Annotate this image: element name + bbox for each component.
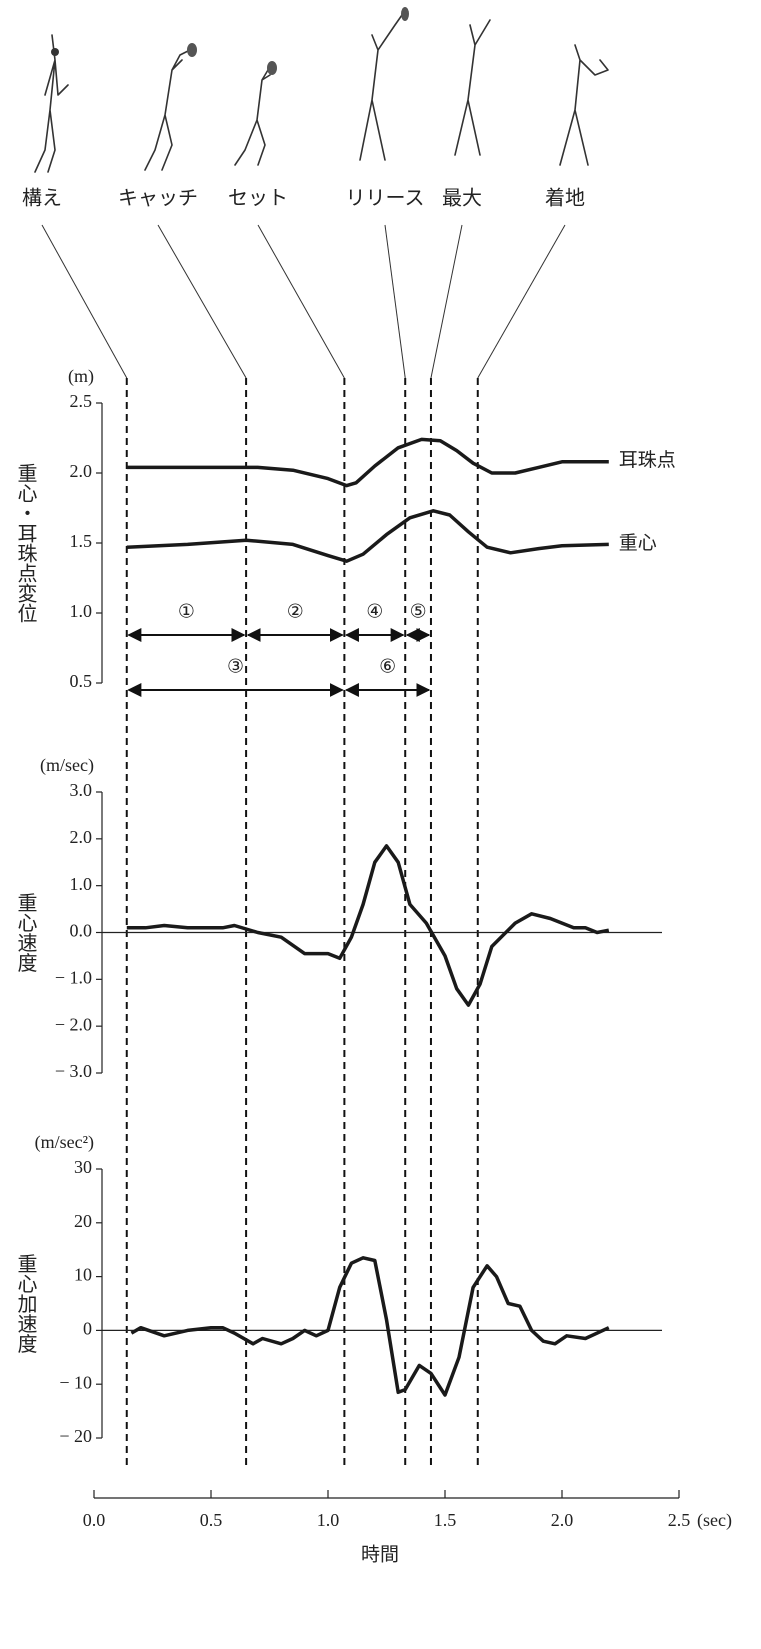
figure-head <box>51 48 59 56</box>
phase-connector <box>157 224 247 379</box>
y-tick-label: 1.5 <box>70 531 93 551</box>
y-tick-label: 10 <box>74 1265 92 1285</box>
y-unit: (m/sec²) <box>35 1132 94 1153</box>
phase-label: セット <box>228 188 288 210</box>
stick-figures <box>34 7 609 173</box>
phase-label: 最大 <box>442 187 482 210</box>
x-tick-label: 1.0 <box>317 1510 340 1530</box>
y-axis-title: 重心・耳珠点変位 <box>14 463 37 623</box>
y-tick-label: 20 <box>74 1211 92 1231</box>
phase-label: キャッチ <box>118 188 198 210</box>
y-tick-label: 1.0 <box>70 874 93 894</box>
y-tick-label: 0.0 <box>70 921 93 941</box>
x-tick-label: 2.5 <box>668 1510 691 1530</box>
data-line <box>126 509 609 563</box>
y-tick-label: 30 <box>74 1157 92 1177</box>
y-tick-label: 0.5 <box>70 671 93 691</box>
phase-connector <box>41 224 128 379</box>
y-unit: (m/sec) <box>40 755 94 776</box>
phase-label: 構え <box>22 187 62 210</box>
y-tick-label: 2.5 <box>70 391 93 411</box>
phase-connector <box>384 224 406 379</box>
interval-label: ① <box>178 601 195 622</box>
y-tick-label: 2.0 <box>70 827 93 847</box>
y-tick-label: − 10 <box>59 1372 92 1392</box>
phase-connector <box>257 224 345 379</box>
y-tick-label: 2.0 <box>70 461 93 481</box>
x-axis-title: 時間 <box>361 1543 399 1565</box>
phase-connector <box>477 224 566 379</box>
interval-label: ⑤ <box>410 601 427 622</box>
x-tick-label: 1.5 <box>434 1510 457 1530</box>
x-tick-label: 2.0 <box>551 1510 574 1530</box>
interval-label: ② <box>287 601 304 622</box>
y-axis-title: 重心速度 <box>14 892 37 972</box>
y-tick-label: 1.0 <box>70 601 93 621</box>
interval-label: ③ <box>227 656 244 677</box>
x-tick-label: 0.0 <box>83 1510 106 1530</box>
ball <box>187 43 197 57</box>
data-line <box>126 437 609 488</box>
y-axis-title: 重心加速度 <box>14 1253 37 1353</box>
series-label: 重心 <box>619 532 657 554</box>
data-line <box>130 1256 610 1397</box>
phase-connector <box>430 224 463 379</box>
y-tick-label: − 3.0 <box>55 1061 92 1081</box>
x-tick-label: 0.5 <box>200 1510 223 1530</box>
phase-label: リリース <box>346 188 425 210</box>
ball <box>401 7 409 21</box>
phase-label: 着地 <box>545 187 585 210</box>
y-tick-label: 0 <box>83 1319 92 1339</box>
ball <box>267 61 277 75</box>
y-unit: (m) <box>68 366 94 387</box>
y-tick-label: − 2.0 <box>55 1014 92 1034</box>
series-label: 耳珠点 <box>619 449 676 471</box>
interval-label: ④ <box>366 601 383 622</box>
data-line <box>126 844 610 1007</box>
x-unit: (sec) <box>697 1510 732 1531</box>
phases: 構え キャッチ セット リリース 最大 着地 <box>22 187 585 1466</box>
y-tick-label: − 20 <box>59 1426 92 1446</box>
y-tick-label: − 1.0 <box>55 967 92 987</box>
y-tick-label: 3.0 <box>70 780 93 800</box>
interval-label: ⑥ <box>379 656 396 677</box>
